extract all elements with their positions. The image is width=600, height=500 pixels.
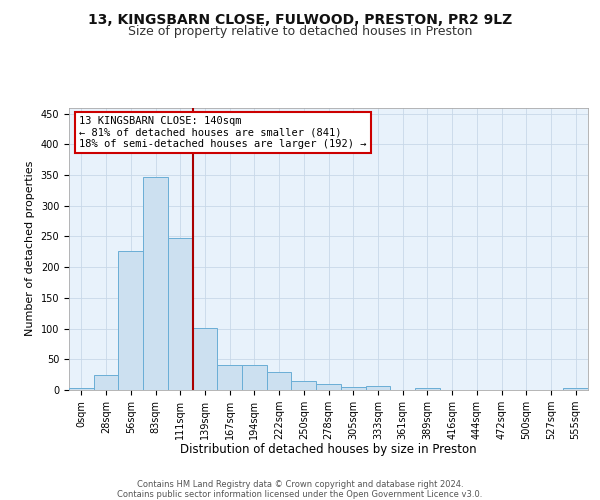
Bar bbox=[341, 387, 365, 390]
Text: 13, KINGSBARN CLOSE, FULWOOD, PRESTON, PR2 9LZ: 13, KINGSBARN CLOSE, FULWOOD, PRESTON, P… bbox=[88, 12, 512, 26]
Bar bbox=[168, 238, 193, 390]
Text: Size of property relative to detached houses in Preston: Size of property relative to detached ho… bbox=[128, 25, 472, 38]
Bar bbox=[143, 177, 168, 390]
Bar bbox=[267, 372, 292, 390]
Bar bbox=[292, 382, 316, 390]
Bar bbox=[193, 328, 217, 390]
Bar bbox=[217, 365, 242, 390]
X-axis label: Distribution of detached houses by size in Preston: Distribution of detached houses by size … bbox=[180, 444, 477, 456]
Bar bbox=[563, 388, 588, 390]
Y-axis label: Number of detached properties: Number of detached properties bbox=[25, 161, 35, 336]
Text: 13 KINGSBARN CLOSE: 140sqm
← 81% of detached houses are smaller (841)
18% of sem: 13 KINGSBARN CLOSE: 140sqm ← 81% of deta… bbox=[79, 116, 367, 149]
Bar bbox=[94, 374, 118, 390]
Bar bbox=[69, 388, 94, 390]
Text: Contains HM Land Registry data © Crown copyright and database right 2024.
Contai: Contains HM Land Registry data © Crown c… bbox=[118, 480, 482, 499]
Bar bbox=[242, 365, 267, 390]
Bar bbox=[118, 250, 143, 390]
Bar bbox=[415, 388, 440, 390]
Bar bbox=[365, 386, 390, 390]
Bar bbox=[316, 384, 341, 390]
